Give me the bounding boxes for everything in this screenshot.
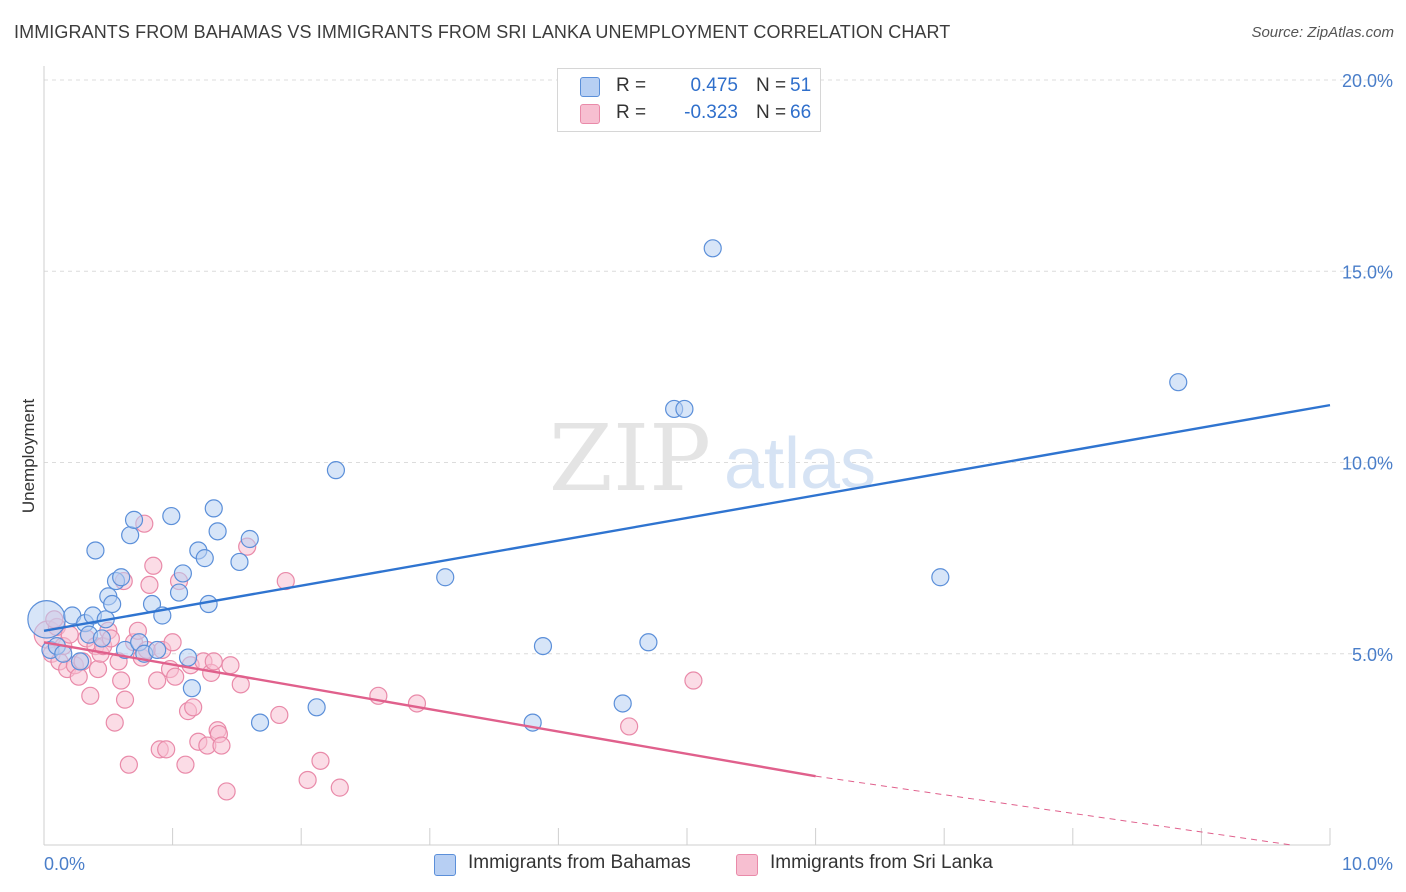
point-bahamas (92, 629, 111, 648)
point-bahamas (204, 499, 223, 518)
point-sri-lanka (684, 671, 703, 690)
point-sri-lanka (81, 686, 100, 705)
legend-swatch-pink (580, 104, 600, 124)
point-sri-lanka (148, 671, 167, 690)
bottom-legend-label: Immigrants from Bahamas (468, 852, 691, 873)
point-sri-lanka (88, 659, 108, 679)
legend-r-value: 0.475 (690, 75, 738, 96)
point-bahamas (112, 568, 131, 587)
point-sri-lanka (221, 656, 240, 675)
point-sri-lanka (105, 713, 124, 732)
point-bahamas (326, 461, 346, 480)
point-sri-lanka (620, 717, 639, 736)
point-sri-lanka (140, 575, 159, 595)
point-sri-lanka (298, 770, 317, 790)
point-sri-lanka (311, 751, 330, 770)
point-bahamas (931, 568, 950, 587)
point-bahamas (250, 713, 270, 732)
correlation-legend: R = 0.475 N = 51 R = -0.323 N = 66 (557, 68, 821, 132)
point-bahamas (613, 694, 632, 713)
chart-title: IMMIGRANTS FROM BAHAMAS VS IMMIGRANTS FR… (14, 22, 951, 42)
point-bahamas (1169, 373, 1188, 392)
tick-labels: 5.0% 10.0% 15.0% 20.0% 0.0% 10.0% (44, 71, 1393, 874)
y-tick-label: 20.0% (1342, 71, 1393, 91)
bottom-legend-swatch-blue (434, 854, 456, 876)
watermark-zip: ZIP (549, 405, 711, 512)
trend-line-sri-lanka-extrapolated (815, 775, 1292, 846)
y-tick-label: 15.0% (1342, 262, 1393, 282)
point-sri-lanka (407, 694, 427, 713)
point-bahamas (195, 549, 214, 568)
axes (43, 66, 1331, 846)
data-points (27, 239, 1188, 801)
chart-source: Source: ZipAtlas.com (1251, 24, 1394, 41)
legend-n-value: 51 (790, 75, 812, 96)
point-bahamas (307, 698, 326, 717)
point-bahamas (103, 594, 122, 614)
y-tick-label: 10.0% (1342, 454, 1393, 474)
point-sri-lanka (212, 736, 231, 755)
watermark-atlas: atlas (724, 424, 876, 504)
point-sri-lanka (270, 705, 289, 725)
legend-n-label: N = (756, 102, 787, 123)
point-sri-lanka (217, 782, 236, 801)
point-sri-lanka (163, 633, 182, 652)
point-sri-lanka (69, 667, 88, 686)
legend-n-label: N = (756, 75, 787, 96)
point-bahamas (162, 506, 181, 526)
point-bahamas (173, 564, 192, 583)
bottom-legend-swatch-pink (736, 854, 758, 876)
point-sri-lanka (176, 755, 195, 774)
point-bahamas (533, 636, 553, 656)
point-sri-lanka (166, 667, 185, 686)
point-bahamas (115, 640, 135, 660)
point-sri-lanka (112, 671, 131, 690)
point-sri-lanka (204, 652, 223, 671)
trend-lines (43, 403, 1331, 846)
y-axis-label: Unemployment (19, 399, 38, 514)
point-bahamas (86, 541, 105, 560)
point-sri-lanka (119, 755, 138, 774)
legend-swatch-blue (580, 77, 600, 97)
legend-n-value: 66 (790, 102, 812, 123)
point-bahamas (27, 600, 66, 639)
x-tick-label: 0.0% (44, 854, 85, 874)
point-bahamas (169, 583, 189, 602)
point-bahamas (148, 640, 167, 660)
legend-r-label: R = (616, 102, 647, 123)
point-bahamas (124, 510, 144, 529)
point-bahamas (240, 529, 259, 549)
watermark: ZIP atlas (549, 405, 876, 512)
x-tick-label: 10.0% (1342, 854, 1393, 874)
point-bahamas (208, 522, 227, 541)
point-bahamas (230, 552, 249, 572)
point-sri-lanka (144, 556, 163, 575)
point-bahamas (436, 568, 455, 587)
point-bahamas (182, 679, 201, 698)
y-tick-label: 5.0% (1352, 645, 1393, 665)
point-sri-lanka (115, 690, 135, 709)
point-sri-lanka (184, 698, 203, 717)
bottom-legend-label: Immigrants from Sri Lanka (770, 852, 993, 873)
legend-r-label: R = (616, 75, 647, 96)
point-sri-lanka (330, 778, 349, 797)
point-sri-lanka (157, 740, 176, 759)
point-bahamas (639, 633, 658, 652)
legend-r-value: -0.323 (684, 102, 738, 123)
point-bahamas (70, 652, 90, 671)
point-bahamas (675, 399, 694, 419)
point-bahamas (121, 526, 140, 545)
point-bahamas (178, 648, 198, 667)
trend-line-bahamas (43, 403, 1331, 632)
point-bahamas (703, 239, 722, 258)
trend-line-sri-lanka (43, 641, 816, 778)
